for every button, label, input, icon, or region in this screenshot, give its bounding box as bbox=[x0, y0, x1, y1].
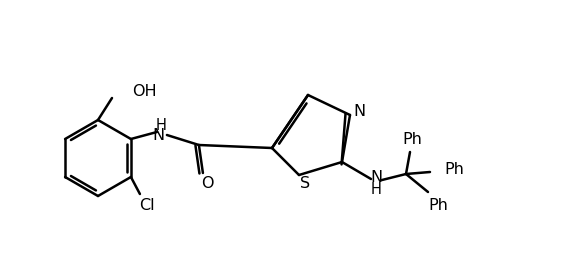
Text: Ph: Ph bbox=[402, 133, 422, 148]
Text: Cl: Cl bbox=[139, 199, 154, 214]
Text: N: N bbox=[370, 169, 382, 185]
Text: Ph: Ph bbox=[444, 163, 464, 177]
Text: H: H bbox=[371, 182, 382, 196]
Text: O: O bbox=[201, 176, 213, 191]
Text: Ph: Ph bbox=[428, 197, 448, 213]
Text: S: S bbox=[300, 177, 310, 191]
Text: N: N bbox=[353, 105, 365, 120]
Text: OH: OH bbox=[132, 84, 157, 100]
Text: N: N bbox=[153, 128, 165, 143]
Text: H: H bbox=[156, 119, 166, 134]
